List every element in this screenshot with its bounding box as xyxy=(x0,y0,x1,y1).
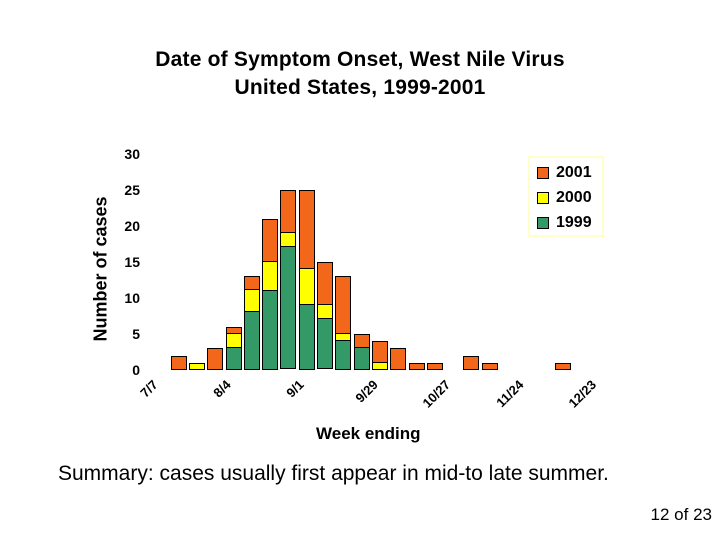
bar-segment-2001 xyxy=(207,348,223,370)
bar-segment-2000 xyxy=(262,261,278,291)
bar-9/8 xyxy=(299,190,315,370)
x-tick-label-text: 9/29 xyxy=(352,377,381,406)
bar-segment-2001 xyxy=(262,219,278,262)
legend-swatch-2000-icon xyxy=(537,191,549,204)
bar-9/15 xyxy=(317,262,333,370)
bar-segment-1999 xyxy=(244,311,260,370)
bar-segment-2001 xyxy=(482,363,498,370)
bar-11/17 xyxy=(482,363,498,370)
bar-segment-1999 xyxy=(280,246,296,369)
bar-segment-2000 xyxy=(280,232,296,247)
bar-segment-2001 xyxy=(335,276,351,334)
summary-text: Summary: cases usually first appear in m… xyxy=(58,462,609,485)
bar-segment-2001 xyxy=(244,276,260,290)
bar-segment-2000 xyxy=(226,333,242,348)
bar-segment-2001 xyxy=(427,363,443,370)
bar-7/21 xyxy=(171,356,187,370)
legend-item-2001: 2001 xyxy=(537,164,602,181)
bar-segment-2000 xyxy=(244,289,260,312)
bar-segment-2001 xyxy=(390,348,406,370)
bar-segment-2001 xyxy=(555,363,571,370)
bar-segment-1999 xyxy=(226,347,242,370)
x-tick-label-text: 8/4 xyxy=(210,377,234,401)
x-tick-label-text: 11/24 xyxy=(493,377,527,411)
x-axis-title: Week ending xyxy=(316,424,421,443)
bar-9/22 xyxy=(335,276,351,370)
legend-label-2000: 2000 xyxy=(556,188,592,206)
bar-segment-2000 xyxy=(189,363,205,370)
bar-12/15 xyxy=(555,363,571,370)
legend-swatch-1999-icon xyxy=(537,216,549,229)
page-indicator: 12 of 23 xyxy=(650,505,712,524)
bar-9/1 xyxy=(280,190,296,370)
bar-7/28 xyxy=(189,363,205,370)
bar-segment-1999 xyxy=(354,347,370,370)
bar-segment-1999 xyxy=(262,290,278,370)
bar-segment-2001 xyxy=(463,356,479,370)
bar-segment-2000 xyxy=(317,304,333,319)
bar-8/18 xyxy=(244,276,260,370)
bar-8/25 xyxy=(262,219,278,370)
slide-title: Date of Symptom Onset, West Nile Virus U… xyxy=(0,46,720,102)
y-tick-label: 20 xyxy=(124,218,140,234)
legend-item-2000: 2000 xyxy=(537,189,602,206)
bar-11/10 xyxy=(463,356,479,370)
bar-segment-1999 xyxy=(335,340,351,370)
x-tick-label-text: 12/23 xyxy=(565,377,600,411)
bar-10/20 xyxy=(409,363,425,370)
bar-segment-2001 xyxy=(299,190,315,269)
title-line-1: Date of Symptom Onset, West Nile Virus xyxy=(155,48,565,71)
bar-segment-1999 xyxy=(299,304,315,370)
y-tick-label: 10 xyxy=(124,290,140,306)
bar-segment-2000 xyxy=(372,362,388,370)
bar-10/27 xyxy=(427,363,443,370)
bar-10/13 xyxy=(390,348,406,370)
legend-label-2001: 2001 xyxy=(556,163,592,181)
bar-segment-2001 xyxy=(409,363,425,370)
y-tick-label: 0 xyxy=(132,362,140,378)
y-tick-label: 30 xyxy=(124,146,140,162)
legend-label-1999: 1999 xyxy=(556,213,592,231)
x-tick-label-text: 10/27 xyxy=(419,377,454,411)
bar-segment-2001 xyxy=(280,190,296,233)
bar-segment-2001 xyxy=(317,262,333,305)
y-tick-label: 5 xyxy=(132,326,140,342)
y-tick-label: 15 xyxy=(124,254,140,270)
bar-8/11 xyxy=(226,327,242,370)
bar-8/4 xyxy=(207,348,223,370)
y-tick-label: 25 xyxy=(124,182,140,198)
legend-swatch-2001-icon xyxy=(537,166,549,179)
bar-9/29 xyxy=(354,334,370,370)
x-tick-label-text: 9/1 xyxy=(283,377,307,401)
bar-10/6 xyxy=(372,341,388,370)
bar-segment-1999 xyxy=(317,318,333,369)
title-line-2: United States, 1999-2001 xyxy=(234,76,486,99)
chart-legend: 2001 2000 1999 xyxy=(528,156,604,237)
bar-segment-2001 xyxy=(171,356,187,370)
bar-segment-2001 xyxy=(354,334,370,348)
x-tick-label-text: 7/7 xyxy=(137,377,161,401)
bar-segment-2000 xyxy=(299,268,315,305)
legend-item-1999: 1999 xyxy=(537,214,602,231)
bar-segment-2001 xyxy=(372,341,388,363)
